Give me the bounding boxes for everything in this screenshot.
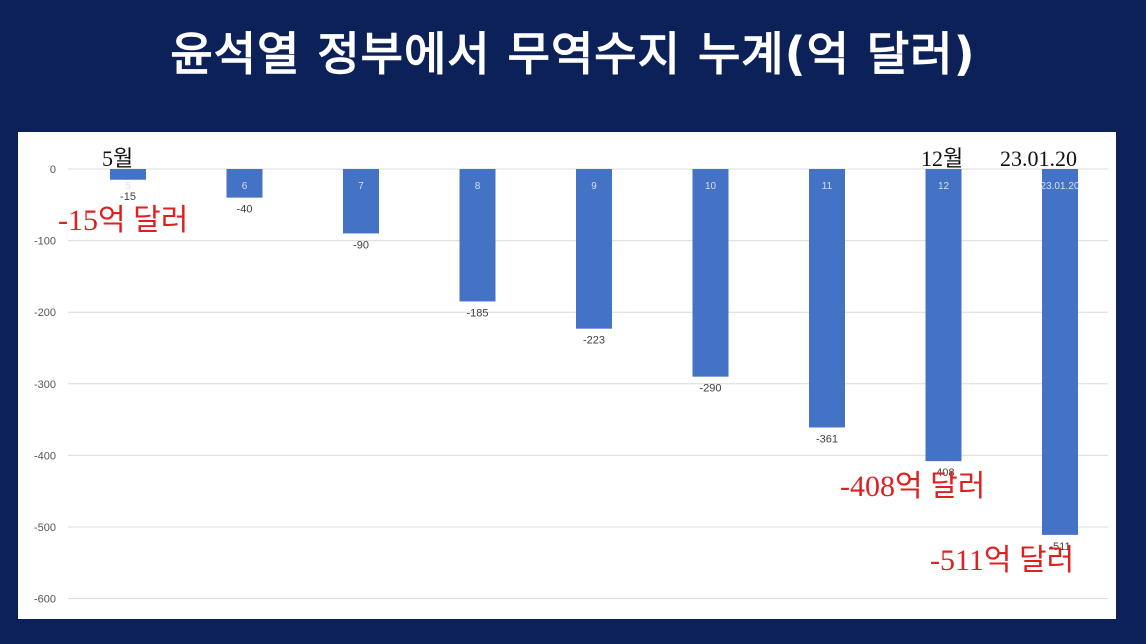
annotation-dec: 12월	[921, 146, 963, 171]
bar	[459, 169, 496, 302]
y-tick-label: -300	[34, 379, 56, 391]
value-label: -408	[932, 467, 954, 479]
category-label: 8	[475, 181, 481, 192]
annotation-dec-total: -408억 달러	[840, 470, 985, 503]
category-label: 6	[242, 181, 248, 192]
bar	[110, 169, 146, 180]
annotation-first: -15억 달러	[58, 204, 188, 237]
bar	[576, 169, 612, 329]
y-axis-ticks: 0 -100 -200 -300 -400 -500 -600	[34, 164, 56, 606]
value-label: -15	[120, 191, 136, 203]
bar	[809, 169, 845, 428]
y-tick-label: 0	[50, 164, 56, 176]
bar	[343, 169, 379, 234]
value-labels: -15 -40 -90 -185 -223 -290 -361 -408 -511	[120, 191, 1071, 553]
value-label: -40	[237, 204, 253, 216]
y-tick-label: -400	[34, 450, 56, 462]
bar	[925, 169, 962, 462]
value-label: -185	[466, 307, 488, 319]
annotation-jan: 23.01.20	[1000, 146, 1077, 171]
value-label: -290	[699, 383, 721, 395]
category-label: 10	[705, 181, 717, 192]
y-tick-label: -600	[34, 594, 56, 606]
bar-chart: 0 -100 -200 -300 -400 -500 -600 5 6 7 8 9 10 11 12 23.…	[34, 146, 1108, 606]
category-label: 9	[591, 181, 597, 192]
value-label: -361	[816, 433, 838, 445]
category-label: 7	[358, 181, 364, 192]
annotation-may: 5월	[102, 146, 133, 171]
category-label: 12	[938, 181, 950, 192]
chart-panel: 0 -100 -200 -300 -400 -500 -600 5 6 7 8 9 10 11 12 23.…	[18, 132, 1116, 619]
value-label: -90	[353, 239, 369, 251]
value-label: -223	[583, 335, 605, 347]
category-label: 23.01.20	[1041, 181, 1080, 192]
category-labels: 5 6 7 8 9 10 11 12 23.01.20	[125, 181, 1080, 192]
y-tick-label: -200	[34, 307, 56, 319]
annotation-latest: -511억 달러	[930, 544, 1074, 577]
bar	[226, 169, 263, 198]
value-label: -511	[1049, 541, 1070, 553]
category-label: 11	[822, 181, 833, 192]
bars	[110, 169, 1078, 535]
y-tick-label: -500	[34, 522, 56, 534]
bar	[1042, 169, 1078, 535]
y-tick-label: -100	[34, 236, 56, 248]
category-label: 5	[125, 181, 131, 192]
bar	[692, 169, 729, 377]
page-title: 윤석열 정부에서 무역수지 누계(억 달러)	[170, 27, 976, 81]
